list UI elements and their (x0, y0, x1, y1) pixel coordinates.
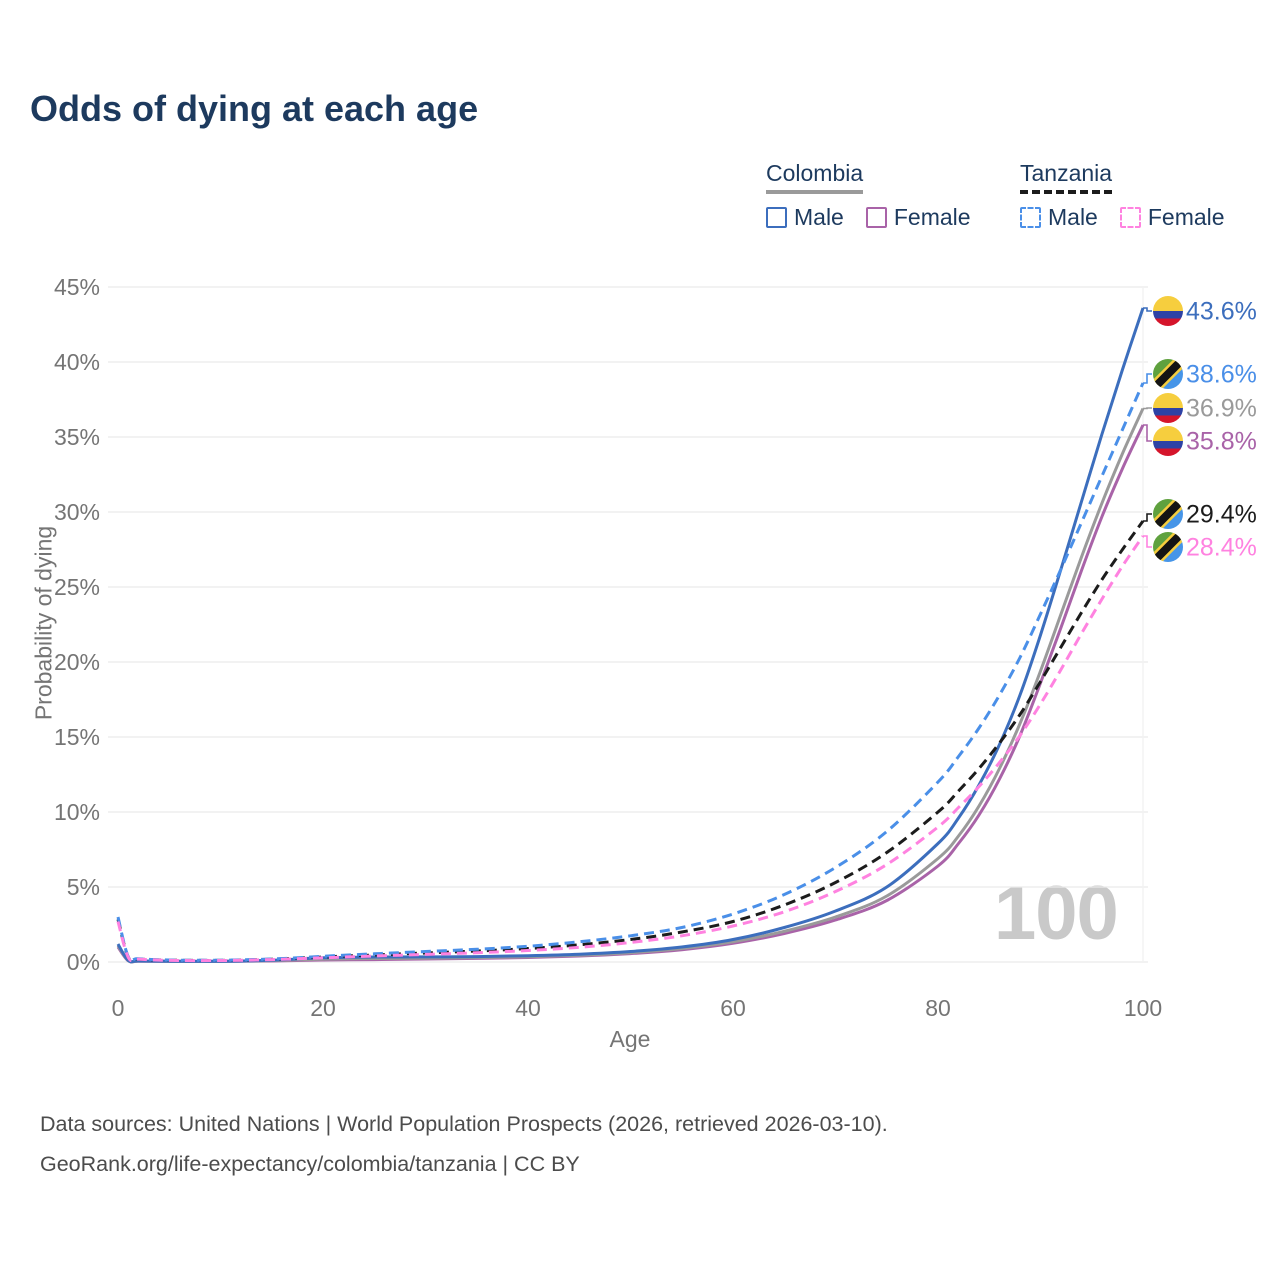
tanzania-flag-icon (1153, 499, 1183, 529)
end-value-label-colombia-combined: 36.9% (1186, 395, 1257, 423)
legend-label-tanzania-male: Male (1048, 204, 1098, 230)
license-line: GeoRank.org/life-expectancy/colombia/tan… (40, 1152, 580, 1176)
page-title: Odds of dying at each age (30, 88, 479, 129)
y-tick-label-45: 45% (54, 274, 100, 300)
series-line-colombia-male[interactable] (116, 307, 1145, 964)
colombia-flag-icon (1153, 393, 1183, 423)
footer-attribution: Data sources: United Nations | World Pop… (40, 1104, 888, 1184)
legend-item-tanzania-male[interactable]: Male (1020, 204, 1098, 231)
tanzania-male-swatch-icon (1020, 207, 1041, 228)
leader-line-colombia-male (1143, 307, 1152, 312)
y-tick-label-30: 30% (54, 499, 100, 525)
legend-label-tanzania-female: Female (1147, 204, 1225, 230)
x-tick-label-20: 20 (310, 995, 336, 1021)
leader-line-tanzania-combined (1143, 513, 1152, 522)
legend-items-colombia: Male Female (766, 204, 971, 231)
legend-header-colombia[interactable]: Colombia (766, 160, 864, 194)
legend-label-colombia-male: Male (794, 204, 844, 230)
x-tick-label-40: 40 (515, 995, 541, 1021)
series-line-colombia-female[interactable] (116, 424, 1145, 964)
y-tick-label-40: 40% (54, 349, 100, 375)
legend-item-colombia-male[interactable]: Male (766, 204, 844, 231)
legend-group-tanzania: Tanzania Male Female (1020, 160, 1225, 231)
legend-label-colombia-female: Female (893, 204, 971, 230)
tanzania-flag-icon (1153, 359, 1183, 389)
series-line-tanzania-male[interactable] (116, 382, 1145, 962)
colombia-flag-icon (1153, 426, 1183, 456)
legend-items-tanzania: Male Female (1020, 204, 1225, 231)
series-line-tanzania-female[interactable] (116, 535, 1145, 963)
y-tick-label-15: 15% (54, 724, 100, 750)
leader-line-tanzania-female (1143, 535, 1152, 548)
y-tick-label-25: 25% (54, 574, 100, 600)
leader-line-colombia-combined (1143, 407, 1152, 410)
y-tick-label-35: 35% (54, 424, 100, 450)
y-tick-label-10: 10% (54, 799, 100, 825)
leader-line-colombia-female (1143, 424, 1152, 442)
end-value-label-tanzania-female: 28.4% (1186, 534, 1257, 562)
series-line-colombia-combined[interactable] (116, 407, 1145, 964)
legend-item-tanzania-female[interactable]: Female (1119, 204, 1225, 231)
x-tick-label-80: 80 (925, 995, 951, 1021)
legend-group-colombia: Colombia Male Female (766, 160, 971, 231)
y-tick-label-20: 20% (54, 649, 100, 675)
series-line-tanzania-combined[interactable] (116, 520, 1145, 963)
colombia-flag-icon (1153, 296, 1183, 326)
legend-item-colombia-female[interactable]: Female (865, 204, 971, 231)
leader-line-tanzania-male (1143, 373, 1152, 384)
age-watermark: 100 (994, 871, 1119, 956)
colombia-female-swatch-icon (865, 207, 887, 228)
x-tick-label-100: 100 (1124, 995, 1162, 1021)
end-value-label-tanzania-combined: 29.4% (1186, 501, 1257, 529)
x-tick-label-60: 60 (720, 995, 746, 1021)
end-value-label-colombia-female: 35.8% (1186, 428, 1257, 456)
end-value-label-tanzania-male: 38.6% (1186, 361, 1257, 389)
data-sources-line: Data sources: United Nations | World Pop… (40, 1112, 888, 1136)
colombia-male-swatch-icon (766, 207, 787, 228)
y-tick-label-5: 5% (67, 874, 100, 900)
x-tick-label-0: 0 (112, 995, 125, 1021)
tanzania-flag-icon (1153, 532, 1183, 562)
legend-header-tanzania[interactable]: Tanzania (1020, 160, 1113, 194)
y-tick-label-0: 0% (67, 949, 100, 975)
end-value-label-colombia-male: 43.6% (1186, 298, 1257, 326)
tanzania-female-swatch-icon (1119, 207, 1141, 228)
x-axis-title: Age (609, 1026, 651, 1052)
